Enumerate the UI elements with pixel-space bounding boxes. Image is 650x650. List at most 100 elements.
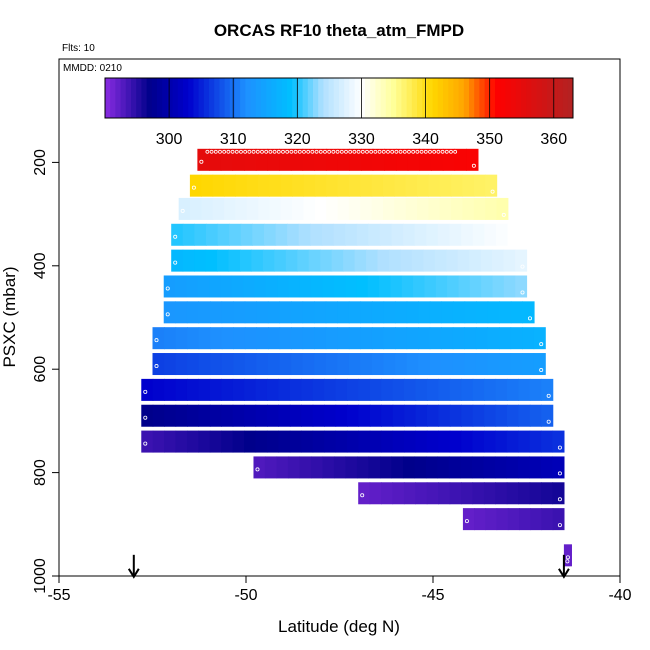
heat-cell [221, 353, 234, 376]
colorbar-segment [266, 78, 272, 118]
heat-cell [381, 404, 394, 427]
heat-cell [224, 197, 237, 220]
track-marker [199, 159, 204, 164]
heat-cell [396, 148, 409, 171]
heat-cell [358, 404, 371, 427]
heat-cell [299, 275, 312, 298]
heat-cell [441, 353, 454, 376]
heat-cell [381, 482, 394, 505]
heat-cell [515, 275, 528, 298]
track-marker [281, 149, 285, 154]
colorbar-tick-label: 320 [284, 131, 311, 148]
heat-cell [471, 456, 485, 479]
heat-cell [246, 197, 259, 220]
heat-cell [325, 148, 339, 171]
heat-cell [201, 197, 214, 220]
heat-cell [287, 456, 301, 479]
heat-cell [425, 456, 439, 479]
track-marker [444, 149, 449, 154]
heat-cell [337, 197, 350, 220]
heat-cell [381, 378, 394, 401]
heat-cell [198, 301, 211, 324]
heat-cell [186, 404, 200, 427]
heat-cell [163, 275, 176, 298]
track-marker [272, 149, 277, 154]
colorbar-segment [105, 78, 111, 118]
heat-cell [428, 174, 441, 197]
track-marker [348, 149, 353, 154]
x-tick-label: -45 [421, 587, 444, 604]
colorbar-segment [131, 78, 137, 118]
heat-cell [499, 301, 512, 324]
heat-cell [325, 301, 338, 324]
heat-cell [454, 148, 467, 171]
heat-cell [212, 174, 225, 197]
heat-cell [449, 482, 462, 505]
colorbar-segment [505, 78, 512, 118]
heat-cell [464, 353, 477, 376]
heat-cell [314, 301, 327, 324]
heat-cell [289, 430, 302, 453]
heat-cell [314, 327, 327, 350]
track-marker [520, 290, 525, 295]
heat-cell [413, 275, 426, 298]
heat-cell [529, 378, 542, 401]
colorbar-segment [406, 78, 413, 118]
colorbar-segment [463, 78, 470, 118]
heat-cell [235, 174, 248, 197]
track-marker [247, 149, 252, 154]
heat-cell [552, 482, 565, 505]
track-marker [436, 149, 441, 154]
flight-track-markers [143, 149, 570, 564]
colorbar-segment [141, 78, 148, 118]
colorbar-segment [323, 78, 330, 118]
heat-cell [472, 430, 485, 453]
heat-cell [333, 456, 347, 479]
track-marker [432, 149, 437, 154]
heat-cell [209, 378, 222, 401]
heat-cell [312, 378, 325, 401]
track-marker [539, 368, 544, 373]
x-tick-label: -40 [608, 587, 631, 604]
heat-cell [337, 353, 350, 376]
heat-cell [487, 353, 500, 376]
track-marker [369, 149, 374, 154]
heat-cell [141, 430, 154, 453]
colorbar-segment [276, 78, 283, 118]
track-marker [398, 149, 403, 154]
heat-cell [217, 223, 230, 246]
heat-cell [394, 174, 407, 197]
heat-cell [392, 404, 405, 427]
colorbar-segment [151, 78, 158, 118]
heat-cell [371, 197, 384, 220]
track-marker [335, 149, 340, 154]
track-marker [423, 149, 428, 154]
heat-cell [164, 430, 177, 453]
colorbar-segment [469, 78, 475, 118]
heat-cell [395, 353, 408, 376]
heat-cell [348, 174, 361, 197]
heat-cell [223, 174, 236, 197]
heat-cell [348, 353, 361, 376]
heat-cell [291, 327, 304, 350]
track-marker [501, 212, 506, 217]
heat-cell [369, 378, 382, 401]
down-arrow-head [127, 568, 140, 579]
heat-cell [379, 275, 392, 298]
colorbar-segment [229, 78, 236, 118]
heat-cell [358, 482, 371, 505]
heat-cell [371, 353, 385, 376]
heat-cell [171, 249, 184, 272]
heat-cell [205, 223, 219, 246]
heat-cell [414, 456, 427, 479]
track-marker [323, 149, 327, 154]
heat-cell [476, 301, 489, 324]
heat-cell [418, 301, 431, 324]
track-marker [327, 149, 332, 154]
heat-cell [517, 456, 531, 479]
colorbar-tick-label: 300 [156, 131, 183, 148]
colorbar-segment [162, 78, 168, 118]
heat-cell [483, 482, 496, 505]
heat-cell [291, 301, 304, 324]
track-marker [143, 415, 148, 420]
